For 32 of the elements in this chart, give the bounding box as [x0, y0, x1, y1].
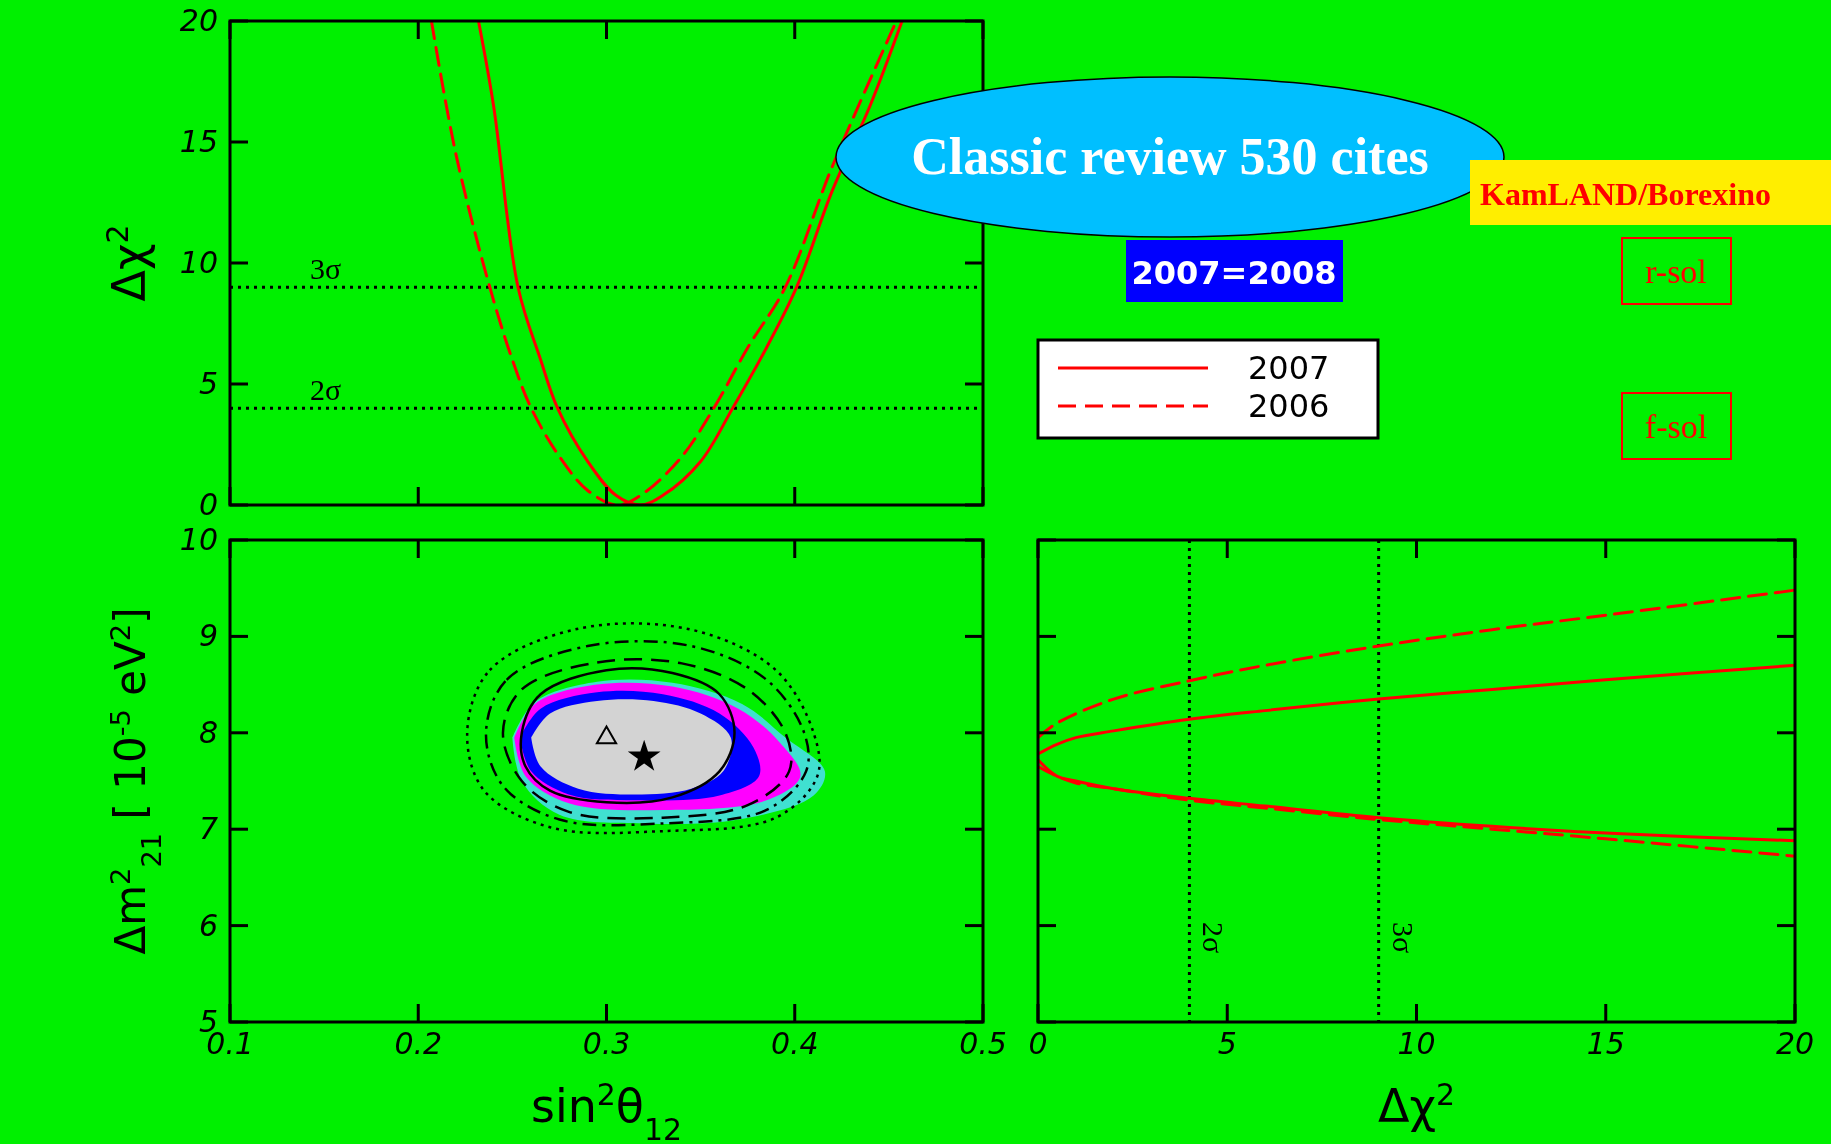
text: 2007=2008 [1131, 254, 1337, 292]
y-tick-label: 20 [179, 3, 218, 38]
x-axis-title: sin$^{2}$θ$_{12}$ [530, 1076, 683, 1144]
y-tick-label: 10 [179, 522, 218, 557]
y-tick-label: 6 [198, 907, 218, 943]
ref-line-label: 3σ [1386, 922, 1420, 954]
y-tick-label: 0 [198, 487, 218, 522]
ref-line-label: 2σ [1197, 922, 1231, 954]
text: r-sol [1645, 253, 1707, 290]
text: f-sol [1644, 408, 1708, 445]
x-axis-title: Δχ$^{2}$ [1377, 1076, 1456, 1133]
y-tick-label: 9 [198, 618, 218, 654]
x-tick-label: 0.2 [394, 1026, 443, 1061]
ref-line-label: 2σ [310, 373, 342, 407]
y-tick-label: 7 [198, 811, 218, 847]
y-tick-label: 5 [198, 366, 218, 401]
x-tick-label: 10 [1397, 1026, 1436, 1061]
x-tick-label: 15 [1586, 1026, 1625, 1061]
x-tick-label: 20 [1775, 1026, 1815, 1061]
legend-label: 2007 [1248, 349, 1330, 387]
x-tick-label: 0.3 [582, 1026, 631, 1061]
y-tick-label: 8 [198, 714, 218, 750]
ref-line-label: 3σ [310, 252, 342, 286]
x-tick-label: 0.4 [770, 1026, 819, 1061]
x-tick-label: 5 [1217, 1026, 1237, 1061]
x-tick-label: 0 [1028, 1026, 1048, 1061]
y-tick-label: 10 [179, 245, 218, 280]
annotation: Classic review 530 cites [911, 128, 1429, 185]
y-tick-label: 15 [179, 124, 218, 159]
text: KamLAND/Borexino [1480, 176, 1771, 212]
x-tick-label: 0.5 [959, 1026, 1007, 1061]
legend-label: 2006 [1248, 387, 1330, 425]
